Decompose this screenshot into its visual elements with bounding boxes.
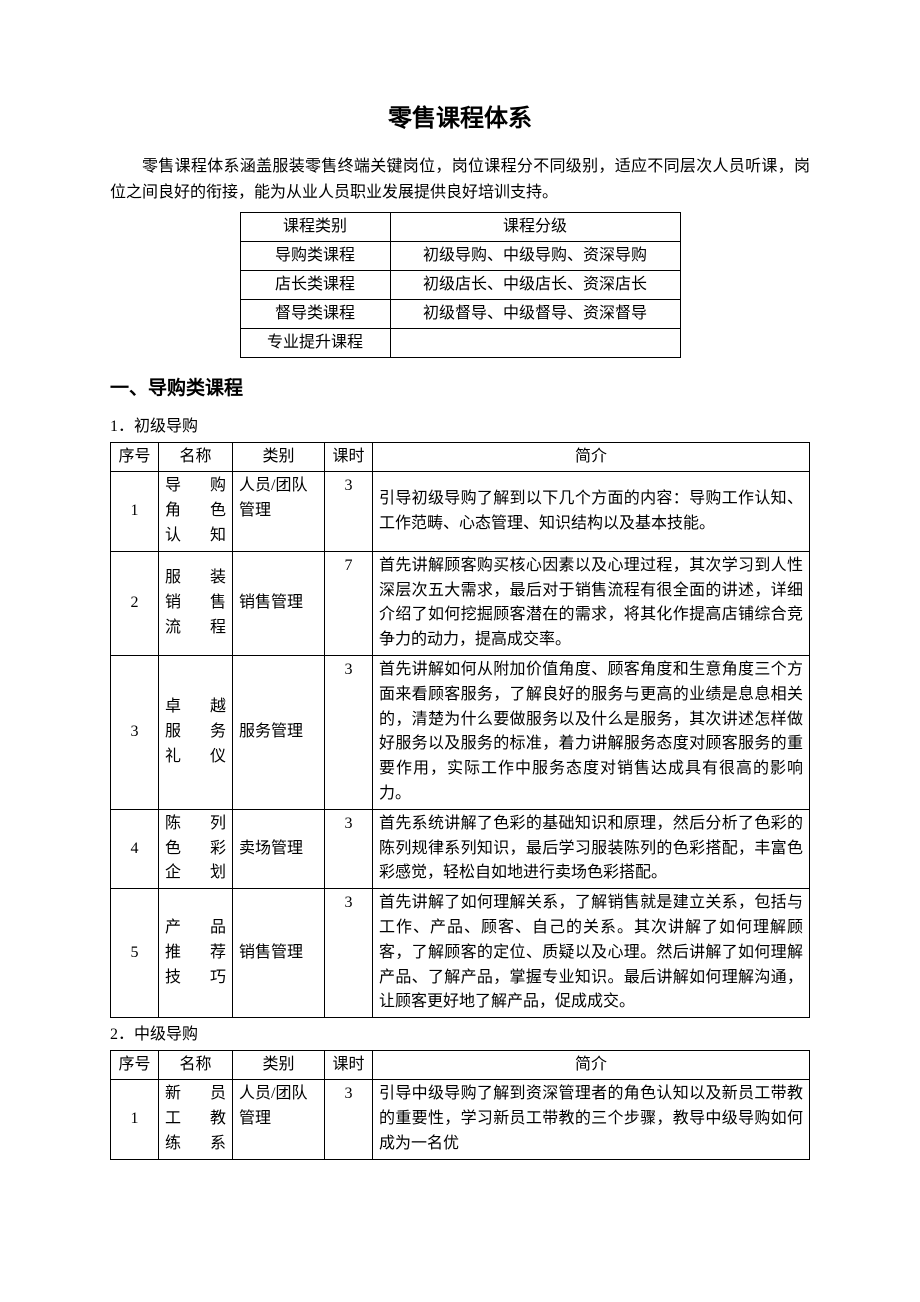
name-cell: 导购角色认知 [159,472,233,551]
cell: 初级督导、中级督导、资深督导 [390,299,680,328]
table-header-row: 序号 名称 类别 课时 简介 [111,1050,810,1080]
name-cell: 卓越服务礼仪 [159,655,233,809]
description-cell: 引导初级导购了解到以下几个方面的内容：导购工作认知、工作范畴、心态管理、知识结构… [373,472,810,551]
seq-cell: 4 [111,809,159,888]
header-cell: 课时 [325,1050,373,1080]
description-cell: 引导中级导购了解到资深管理者的角色认知以及新员工带教的重要性，学习新员工带教的三… [373,1080,810,1159]
header-cell: 名称 [159,442,233,472]
description-cell: 首先系统讲解了色彩的基础知识和原理，然后分析了色彩的陈列规律系列知识，最后学习服… [373,809,810,888]
name-cell: 新员工教练系 [159,1080,233,1159]
cell: 专业提升课程 [240,328,390,357]
description-cell: 首先讲解顾客购买核心因素以及心理过程，其次学习到人性深层次五大需求，最后对于销售… [373,551,810,655]
cell [390,328,680,357]
seq-cell: 3 [111,655,159,809]
table-row: 店长类课程 初级店长、中级店长、资深店长 [240,270,680,299]
description-cell: 首先讲解了如何理解关系，了解销售就是建立关系，包括与工作、产品、顾客、自己的关系… [373,889,810,1018]
header-cell: 名称 [159,1050,233,1080]
cell: 初级店长、中级店长、资深店长 [390,270,680,299]
name-cell: 产品推荐技巧 [159,889,233,1018]
category-cell: 人员/团队管理 [233,1080,325,1159]
category-cell: 销售管理 [233,551,325,655]
table-row: 5产品推荐技巧销售管理3首先讲解了如何理解关系，了解销售就是建立关系，包括与工作… [111,889,810,1018]
seq-cell: 2 [111,551,159,655]
header-cell: 序号 [111,442,159,472]
course-table-junior: 序号 名称 类别 课时 简介 1导购角色认知人员/团队管理3引导初级导购了解到以… [110,442,810,1019]
header-cell: 课时 [325,442,373,472]
sub-heading: 2．中级导购 [110,1022,810,1048]
description-cell: 首先讲解如何从附加价值角度、顾客角度和生意角度三个方面来看顾客服务，了解良好的服… [373,655,810,809]
cell: 导购类课程 [240,241,390,270]
intro-paragraph: 零售课程体系涵盖服装零售终端关键岗位，岗位课程分不同级别，适应不同层次人员听课，… [110,154,810,205]
seq-cell: 1 [111,472,159,551]
hours-cell: 7 [325,551,373,655]
page-title: 零售课程体系 [110,100,810,138]
table-row: 1新员工教练系人员/团队管理3引导中级导购了解到资深管理者的角色认知以及新员工带… [111,1080,810,1159]
table-row: 督导类课程 初级督导、中级督导、资深督导 [240,299,680,328]
seq-cell: 5 [111,889,159,1018]
table-header-row: 序号 名称 类别 课时 简介 [111,442,810,472]
table-row: 1导购角色认知人员/团队管理3引导初级导购了解到以下几个方面的内容：导购工作认知… [111,472,810,551]
table-row: 专业提升课程 [240,328,680,357]
hours-cell: 3 [325,1080,373,1159]
seq-cell: 1 [111,1080,159,1159]
header-cell: 简介 [373,1050,810,1080]
cell: 初级导购、中级导购、资深导购 [390,241,680,270]
hours-cell: 3 [325,472,373,551]
table-row: 3卓越服务礼仪服务管理3首先讲解如何从附加价值角度、顾客角度和生意角度三个方面来… [111,655,810,809]
name-cell: 服装销售流程 [159,551,233,655]
sub-heading: 1．初级导购 [110,414,810,440]
cell: 店长类课程 [240,270,390,299]
header-cell: 课程类别 [240,212,390,241]
header-cell: 简介 [373,442,810,472]
name-cell: 陈列色彩企划 [159,809,233,888]
table-row: 导购类课程 初级导购、中级导购、资深导购 [240,241,680,270]
section-heading: 一、导购类课程 [110,374,810,404]
category-cell: 销售管理 [233,889,325,1018]
hours-cell: 3 [325,655,373,809]
category-cell: 人员/团队管理 [233,472,325,551]
course-table-intermediate: 序号 名称 类别 课时 简介 1新员工教练系人员/团队管理3引导中级导购了解到资… [110,1050,810,1160]
hours-cell: 3 [325,889,373,1018]
table-row: 4陈列色彩企划卖场管理3首先系统讲解了色彩的基础知识和原理，然后分析了色彩的陈列… [111,809,810,888]
hours-cell: 3 [325,809,373,888]
cell: 督导类课程 [240,299,390,328]
header-cell: 类别 [233,1050,325,1080]
table-row: 2服装销售流程销售管理7首先讲解顾客购买核心因素以及心理过程，其次学习到人性深层… [111,551,810,655]
header-cell: 类别 [233,442,325,472]
category-table: 课程类别 课程分级 导购类课程 初级导购、中级导购、资深导购 店长类课程 初级店… [240,212,681,358]
header-cell: 课程分级 [390,212,680,241]
table-header-row: 课程类别 课程分级 [240,212,680,241]
category-cell: 卖场管理 [233,809,325,888]
header-cell: 序号 [111,1050,159,1080]
category-cell: 服务管理 [233,655,325,809]
